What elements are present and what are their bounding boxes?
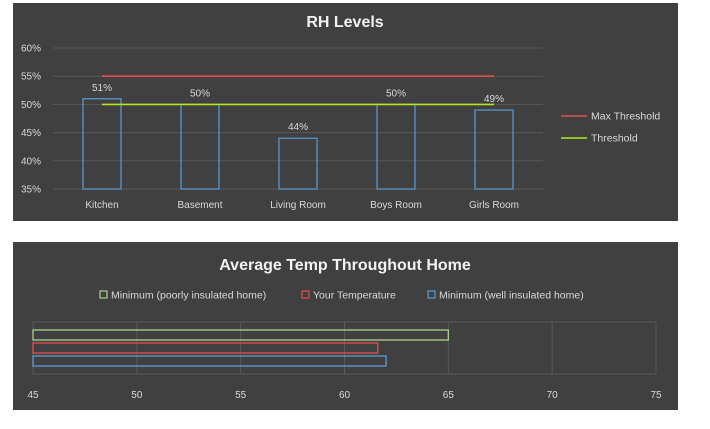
rh-x-tick-label: Boys Room <box>370 200 422 211</box>
rh-bar <box>180 103 220 190</box>
rh-x-tick-label: Girls Room <box>469 200 519 211</box>
temp-bars <box>32 329 449 367</box>
rh-y-tick-label: 40% <box>21 156 41 167</box>
rh-data-label: 51% <box>92 83 112 94</box>
rh-bar <box>82 98 122 190</box>
rh-y-tick-label: 55% <box>21 72 41 83</box>
rh-y-tick-label: 60% <box>21 44 41 55</box>
avg-temp-chart: Average Temp Throughout Home Minimum (po… <box>27 257 662 401</box>
temp-x-tick-label: 65 <box>443 390 455 401</box>
temp-chart-title: Average Temp Throughout Home <box>219 257 471 274</box>
rh-y-axis: 35% 40% 45% 50% 55% 60% <box>21 44 41 196</box>
rh-legend-label: Max Threshold <box>591 111 660 123</box>
rh-y-tick-label: 35% <box>21 185 41 196</box>
rh-x-tick-label: Kitchen <box>85 200 118 211</box>
rh-x-tick-label: Basement <box>177 200 222 211</box>
rh-data-labels: 51% 50% 44% 50% 49% <box>92 83 504 133</box>
temp-x-tick-label: 55 <box>235 390 247 401</box>
temp-x-axis: 45 50 55 60 65 70 75 <box>27 390 662 401</box>
rh-bar <box>278 137 318 190</box>
rh-gridlines <box>53 47 543 190</box>
rh-bar <box>474 109 514 190</box>
rh-x-tick-label: Living Room <box>270 200 326 211</box>
rh-x-axis: Kitchen Basement Living Room Boys Room Girls… <box>85 200 519 211</box>
temp-legend-swatch <box>427 290 436 299</box>
temp-legend-label: Minimum (poorly insulated home) <box>111 290 266 302</box>
rh-levels-chart-panel: RH Levels 35% 40% 45% 50% 55% 60% 51% 50% 44% 50… <box>13 3 678 221</box>
temp-legend-swatch <box>99 290 108 299</box>
rh-bars <box>82 98 514 190</box>
temp-legend: Minimum (poorly insulated home) Your Temp… <box>99 290 584 302</box>
temp-x-tick-label: 75 <box>650 390 662 401</box>
temp-bar <box>32 342 379 354</box>
temp-bar <box>32 355 387 367</box>
temp-x-tick-label: 60 <box>339 390 351 401</box>
rh-bar <box>376 103 416 190</box>
temp-legend-label: Your Temperature <box>313 290 396 302</box>
rh-chart-title: RH Levels <box>306 14 383 31</box>
rh-legend-label: Threshold <box>591 133 638 145</box>
rh-legend: Max Threshold Threshold <box>561 111 660 145</box>
temp-x-tick-label: 45 <box>27 390 39 401</box>
rh-data-label: 50% <box>190 88 210 99</box>
rh-data-label: 50% <box>386 88 406 99</box>
temp-bar <box>32 329 449 341</box>
rh-data-label: 44% <box>288 122 308 133</box>
rh-y-tick-label: 45% <box>21 128 41 139</box>
rh-levels-chart: RH Levels 35% 40% 45% 50% 55% 60% 51% 50% 44% 50… <box>21 14 660 211</box>
temp-legend-swatch <box>301 290 310 299</box>
rh-threshold-lines <box>102 75 494 106</box>
temp-legend-label: Minimum (well insulated home) <box>439 290 584 302</box>
rh-data-label: 49% <box>484 94 504 105</box>
temp-x-tick-label: 50 <box>131 390 143 401</box>
temp-x-tick-label: 70 <box>547 390 559 401</box>
avg-temp-chart-panel: Average Temp Throughout Home Minimum (po… <box>13 242 678 410</box>
rh-y-tick-label: 50% <box>21 100 41 111</box>
